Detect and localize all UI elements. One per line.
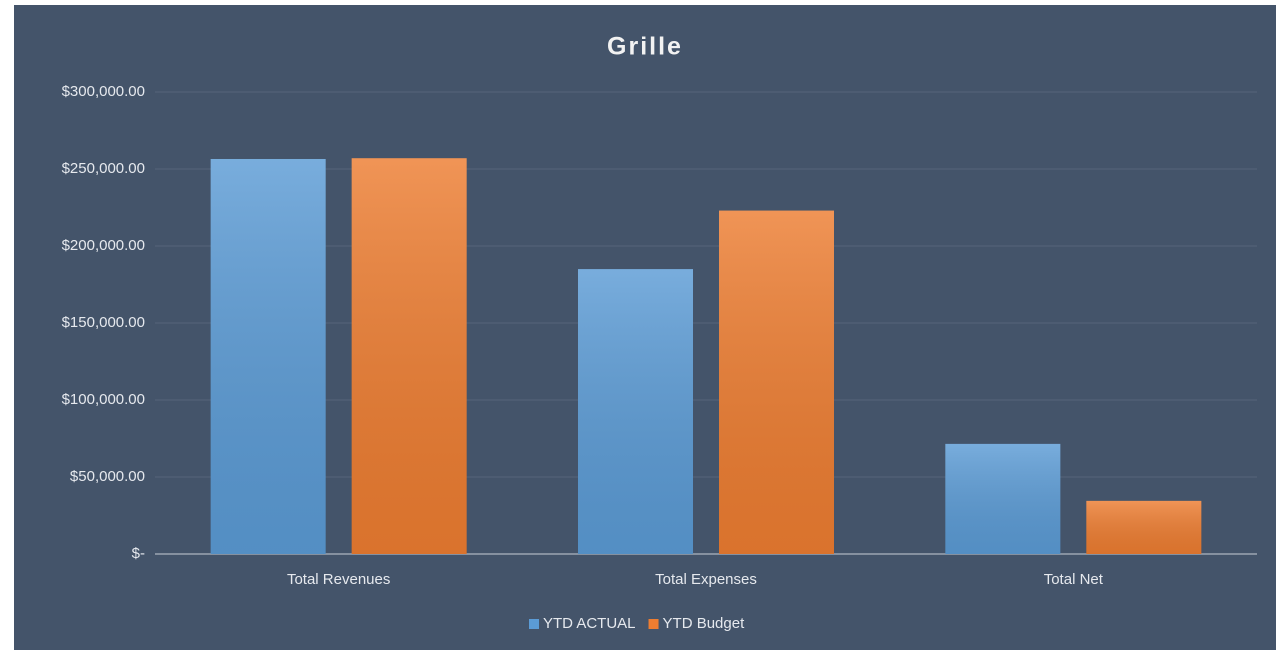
- y-tick-label: $50,000.00: [70, 468, 145, 485]
- y-tick-label: $-: [132, 545, 145, 562]
- x-tick-label: Total Net: [1044, 571, 1104, 588]
- bar: [1086, 500, 1202, 554]
- y-tick-label: $200,000.00: [62, 237, 145, 254]
- bar: [210, 158, 326, 555]
- legend-swatch: [648, 619, 659, 629]
- legend-swatch: [529, 619, 539, 629]
- bar: [578, 269, 693, 554]
- bar: [351, 158, 467, 554]
- y-tick-label: $150,000.00: [62, 314, 145, 331]
- chart-title: Grille: [607, 33, 683, 61]
- x-tick-label: Total Expenses: [655, 571, 757, 588]
- x-tick-label: Total Revenues: [287, 571, 390, 588]
- bar: [945, 443, 1061, 554]
- y-tick-label: $100,000.00: [62, 391, 145, 408]
- y-tick-label: $300,000.00: [62, 83, 145, 100]
- bar: [719, 210, 834, 554]
- y-tick-label: $250,000.00: [62, 160, 145, 177]
- legend-label: YTD ACTUAL: [543, 615, 636, 632]
- legend-label: YTD Budget: [663, 615, 746, 632]
